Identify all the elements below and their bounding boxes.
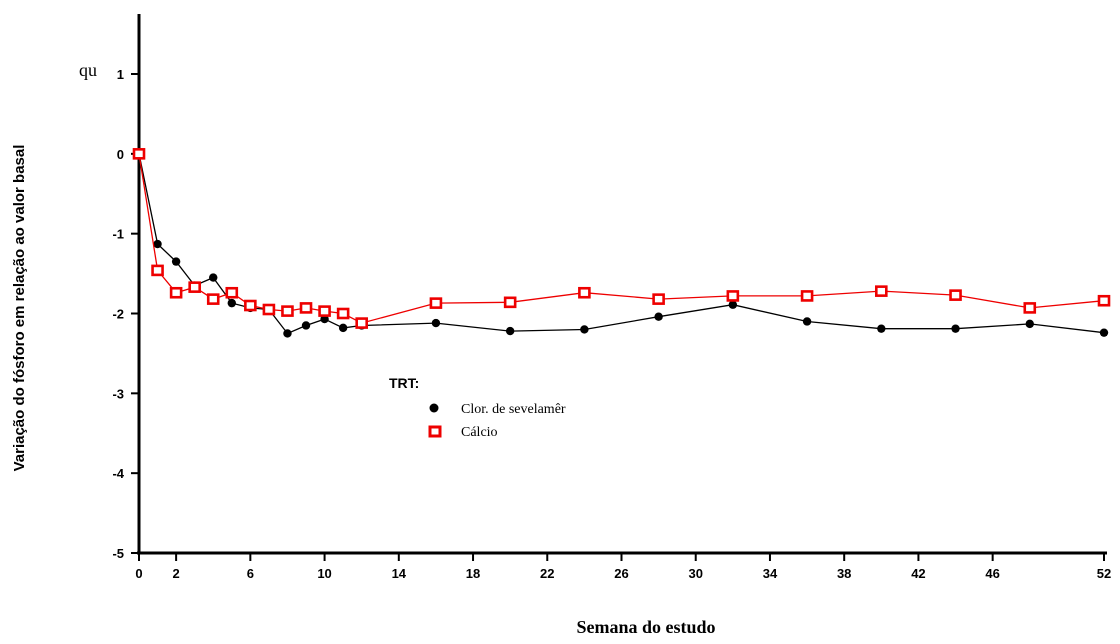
data-point <box>951 324 960 333</box>
y-tick-label: -3 <box>112 386 124 401</box>
data-point <box>429 297 443 309</box>
x-tick-label: 18 <box>466 566 480 581</box>
data-point <box>578 286 591 299</box>
y-tick-label: -5 <box>112 546 124 561</box>
x-tick-label: 42 <box>911 566 925 581</box>
data-point <box>726 290 740 302</box>
data-point <box>244 299 257 312</box>
legend-marker-sevelamer <box>429 403 439 413</box>
y-tick-label: 1 <box>117 67 124 82</box>
data-point <box>652 293 665 305</box>
data-point <box>1099 328 1109 337</box>
data-point <box>503 296 517 309</box>
x-tick-label: 38 <box>837 566 851 581</box>
x-axis-title: Semana do estudo <box>576 617 715 637</box>
legend-label-sevelamer: Clor. de sevelamêr <box>461 402 566 417</box>
y-axis-title: Variação do fósforo em relação ao valor … <box>11 145 28 472</box>
data-point <box>225 286 239 299</box>
data-point <box>580 325 589 334</box>
data-point <box>188 281 201 293</box>
x-tick-label: 46 <box>985 566 999 581</box>
data-point <box>802 317 812 326</box>
x-tick-label: 52 <box>1097 566 1111 581</box>
data-point <box>209 273 218 282</box>
data-point <box>171 257 181 266</box>
data-point <box>320 314 329 324</box>
x-tick-label: 10 <box>317 566 331 581</box>
x-tick-label: 30 <box>688 566 702 581</box>
data-point <box>153 239 162 249</box>
y-tick-label: -4 <box>112 466 124 481</box>
data-point <box>151 264 164 277</box>
x-tick-label: 2 <box>172 566 179 581</box>
data-point <box>355 317 368 329</box>
legend-title: TRT: <box>389 375 419 391</box>
data-point <box>283 329 292 338</box>
x-tick-label: 26 <box>614 566 628 581</box>
x-tick-label: 0 <box>135 566 142 581</box>
data-point <box>299 302 313 314</box>
y-ticks: 1 0 -1 -2 -3 -4 -5 <box>112 67 139 561</box>
data-point <box>169 286 183 299</box>
legend: TRT: Clor. de sevelamêr Cálcio <box>389 375 566 440</box>
y-tick-label: 0 <box>117 147 124 162</box>
data-point <box>800 290 814 302</box>
data-point <box>1025 319 1034 329</box>
data-point <box>877 324 886 333</box>
data-point <box>728 300 738 309</box>
data-point <box>281 305 294 317</box>
data-point <box>262 303 276 316</box>
series-sevelamer <box>134 149 1109 338</box>
data-point <box>949 289 962 301</box>
data-point <box>431 318 441 328</box>
data-point <box>338 323 348 333</box>
axes: 10-1-2-3-4-5 0 2 6 10 14 18 22 26 30 34 38 42 46 52 <box>112 14 1111 581</box>
data-point <box>654 312 663 321</box>
data-point <box>1097 294 1111 307</box>
y-tick-label: -2 <box>112 307 124 322</box>
data-point <box>318 305 331 317</box>
data-point <box>875 285 888 297</box>
x-tick-label: 34 <box>763 566 778 581</box>
data-point <box>227 298 236 308</box>
stray-text: qu <box>79 60 97 80</box>
x-tick-label: 6 <box>247 566 254 581</box>
y-tick-label: -1 <box>112 227 124 242</box>
x-tick-label: 22 <box>540 566 554 581</box>
x-ticks: 0 2 6 10 14 18 22 26 30 34 38 42 46 52 <box>135 553 1111 581</box>
data-point <box>206 293 220 305</box>
data-point <box>301 321 311 330</box>
data-point <box>505 326 515 336</box>
data-point <box>1023 302 1037 314</box>
series-layer <box>132 148 1111 338</box>
data-point <box>336 307 350 320</box>
series-calcio <box>132 148 1111 329</box>
legend-label-calcio: Cálcio <box>461 425 498 440</box>
legend-marker-calcio <box>428 425 442 438</box>
data-point <box>132 148 146 160</box>
x-tick-label: 14 <box>392 566 407 581</box>
